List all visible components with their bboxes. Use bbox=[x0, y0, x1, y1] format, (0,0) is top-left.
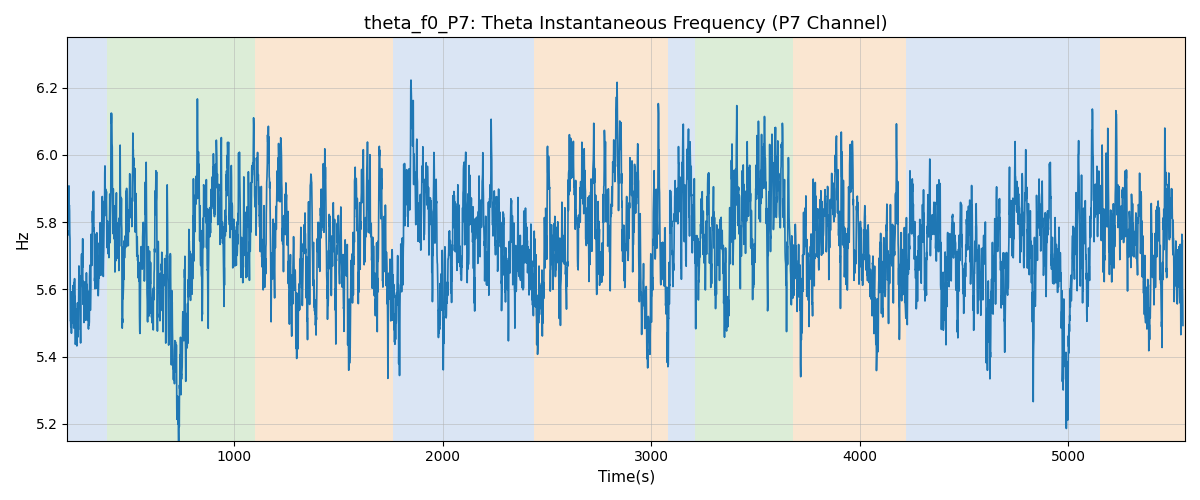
Bar bbox=[67, 38, 107, 440]
Bar bbox=[254, 38, 392, 440]
Bar bbox=[668, 38, 695, 440]
X-axis label: Time(s): Time(s) bbox=[598, 470, 655, 485]
Bar bbox=[695, 38, 793, 440]
Bar bbox=[793, 38, 906, 440]
Bar bbox=[1099, 38, 1184, 440]
Bar bbox=[107, 38, 254, 440]
Bar bbox=[906, 38, 1099, 440]
Title: theta_f0_P7: Theta Instantaneous Frequency (P7 Channel): theta_f0_P7: Theta Instantaneous Frequen… bbox=[365, 15, 888, 34]
Bar bbox=[534, 38, 668, 440]
Y-axis label: Hz: Hz bbox=[16, 230, 30, 249]
Bar bbox=[392, 38, 534, 440]
